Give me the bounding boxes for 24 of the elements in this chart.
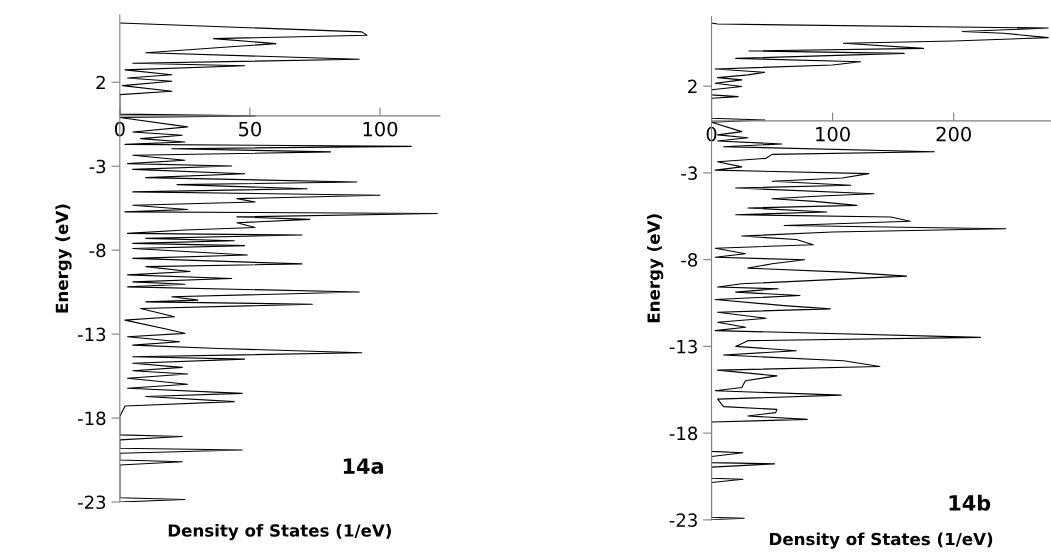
- annotation: 14b: [949, 494, 991, 511]
- y-tick-label: -3: [89, 159, 106, 174]
- y-tick-label: -23: [78, 495, 106, 510]
- y-tick-label: -18: [78, 411, 106, 426]
- y-tick-label: -8: [89, 243, 106, 258]
- x-tick-label: 100: [816, 126, 850, 142]
- annotation: 14a: [343, 458, 383, 474]
- y-tick-label: -3: [681, 166, 697, 181]
- x-tick-label: 0: [114, 121, 125, 137]
- y-axis-title: Energy (eV): [647, 214, 664, 323]
- x-tick-label: 200: [936, 126, 971, 142]
- y-tick-label: -13: [669, 339, 697, 354]
- y-tick-label: -18: [669, 426, 698, 441]
- y-tick-label: 2: [688, 79, 697, 94]
- x-tick-label: 0: [706, 126, 717, 142]
- y-tick-label: -23: [669, 513, 697, 527]
- y-tick-label: -8: [681, 253, 698, 267]
- y-tick-label: 2: [96, 75, 105, 90]
- x-tick-label: 100: [363, 121, 398, 137]
- x-tick-label: 50: [239, 121, 261, 137]
- x-axis-title: Density of States (1/eV): [770, 532, 993, 549]
- y-tick-label: -13: [78, 327, 106, 342]
- x-axis-title: Density of States (1/eV): [168, 523, 391, 541]
- y-axis-title: Energy (eV): [55, 204, 72, 313]
